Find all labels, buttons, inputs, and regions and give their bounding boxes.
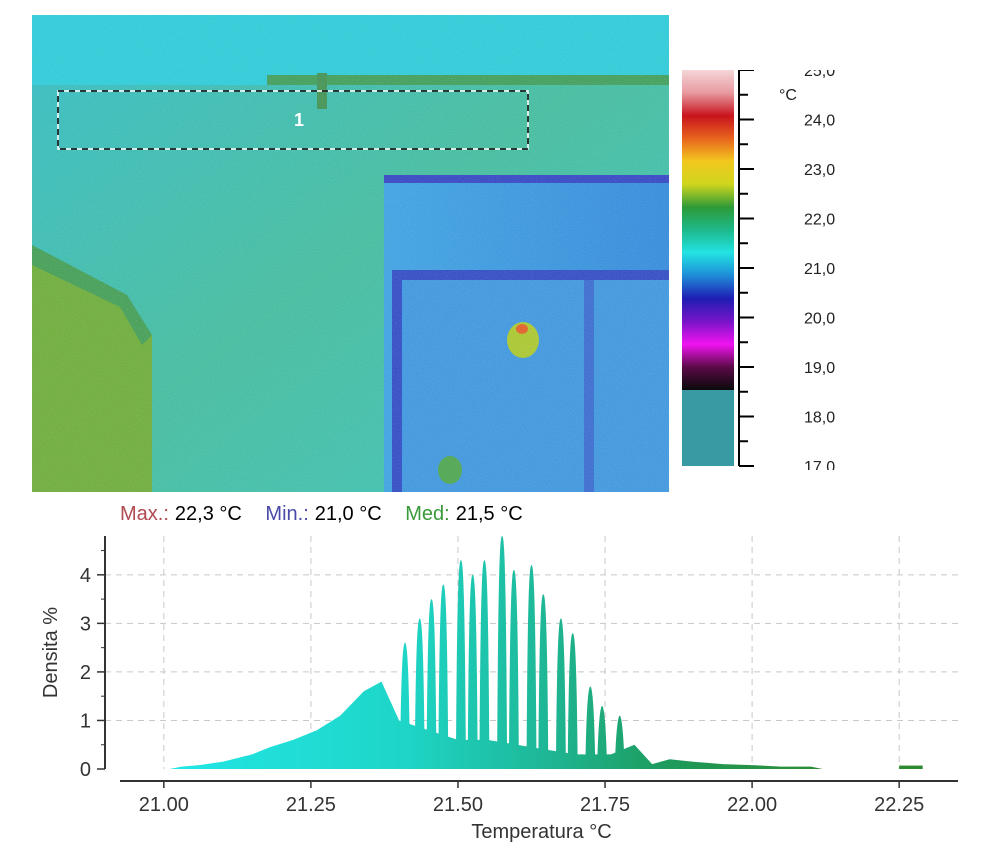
histogram-spike [508, 570, 519, 769]
histogram-spike [555, 618, 566, 769]
histogram-spike [455, 560, 466, 769]
med-value: 21,5 °C [455, 503, 523, 525]
histogram-spike [438, 584, 449, 769]
x-axis-label: Temperatura °C [471, 821, 611, 843]
y-tick-label: 3 [80, 613, 91, 635]
max-value: 22,3 °C [174, 503, 242, 525]
histogram-spike [614, 715, 625, 769]
color-scale-bar [682, 70, 734, 390]
histogram-spike [414, 618, 425, 769]
color-scale-unit: °C [779, 87, 797, 104]
histogram-areas [169, 536, 923, 769]
color-scale-tick-label: 17,0 [804, 459, 835, 470]
y-axis-label: Densita % [40, 607, 62, 698]
color-scale-below-range [682, 390, 734, 466]
histogram-outlier [899, 765, 923, 769]
histogram-spike [479, 560, 490, 769]
color-scale-ticks: 25,0 24,0 23,0 22,0 21,0 20,0 19,0 18,0 17,0 [739, 70, 835, 470]
color-scale-tick-label: 20,0 [804, 311, 835, 328]
histogram-spike [567, 633, 578, 769]
color-scale-tick-label: 24,0 [804, 113, 835, 130]
histogram-spike [526, 565, 537, 769]
histogram-grid [105, 536, 958, 769]
roi-box-dashes [57, 90, 529, 150]
x-tick-label: 21.75 [580, 794, 630, 816]
histogram-spike [538, 594, 549, 769]
histogram-ticks: 21.00 21.25 21.50 21.75 22.00 22.25 0 1 2 3 4 [80, 550, 924, 816]
histogram-base-area [169, 681, 823, 769]
color-scale-tick-label: 19,0 [804, 360, 835, 377]
med-label: Med: [405, 503, 450, 525]
histogram-spike [585, 686, 596, 769]
histogram-spike [597, 705, 608, 769]
x-tick-label: 21.25 [286, 794, 336, 816]
max-label: Max.: [120, 503, 169, 525]
histogram-spike [467, 574, 478, 769]
thermal-image: 1 [32, 15, 669, 492]
x-tick-label: 21.50 [433, 794, 483, 816]
x-tick-label: 22.00 [727, 794, 777, 816]
roi-label: 1 [294, 110, 304, 130]
color-scale-tick-label: 21,0 [804, 261, 835, 278]
x-tick-label: 21.00 [139, 794, 189, 816]
color-scale-tick-label: 25,0 [804, 70, 835, 80]
histogram-spike [400, 642, 410, 769]
thermal-noise [32, 15, 669, 492]
color-scale-tick-label: 22,0 [804, 212, 835, 229]
histogram-chart: 21.00 21.25 21.50 21.75 22.00 22.25 0 1 2 3 4 Temp… [40, 536, 958, 843]
color-scale-tick-label: 23,0 [804, 162, 835, 179]
y-tick-label: 0 [80, 759, 91, 781]
min-label: Min.: [265, 503, 309, 525]
stats-line: Max.: 22,3 °C Min.: 21,0 °C Med: 21,5 °C [120, 503, 529, 526]
color-scale-tick-label: 18,0 [804, 410, 835, 427]
histogram-spike [497, 536, 508, 769]
histogram-spike [426, 599, 437, 769]
color-scale: 25,0 24,0 23,0 22,0 21,0 20,0 19,0 18,0 17,0 °C [682, 70, 835, 470]
min-value: 21,0 °C [314, 503, 382, 525]
y-tick-label: 1 [80, 710, 91, 732]
y-tick-label: 4 [80, 565, 91, 587]
y-tick-label: 2 [80, 662, 91, 684]
x-tick-label: 22.25 [874, 794, 924, 816]
